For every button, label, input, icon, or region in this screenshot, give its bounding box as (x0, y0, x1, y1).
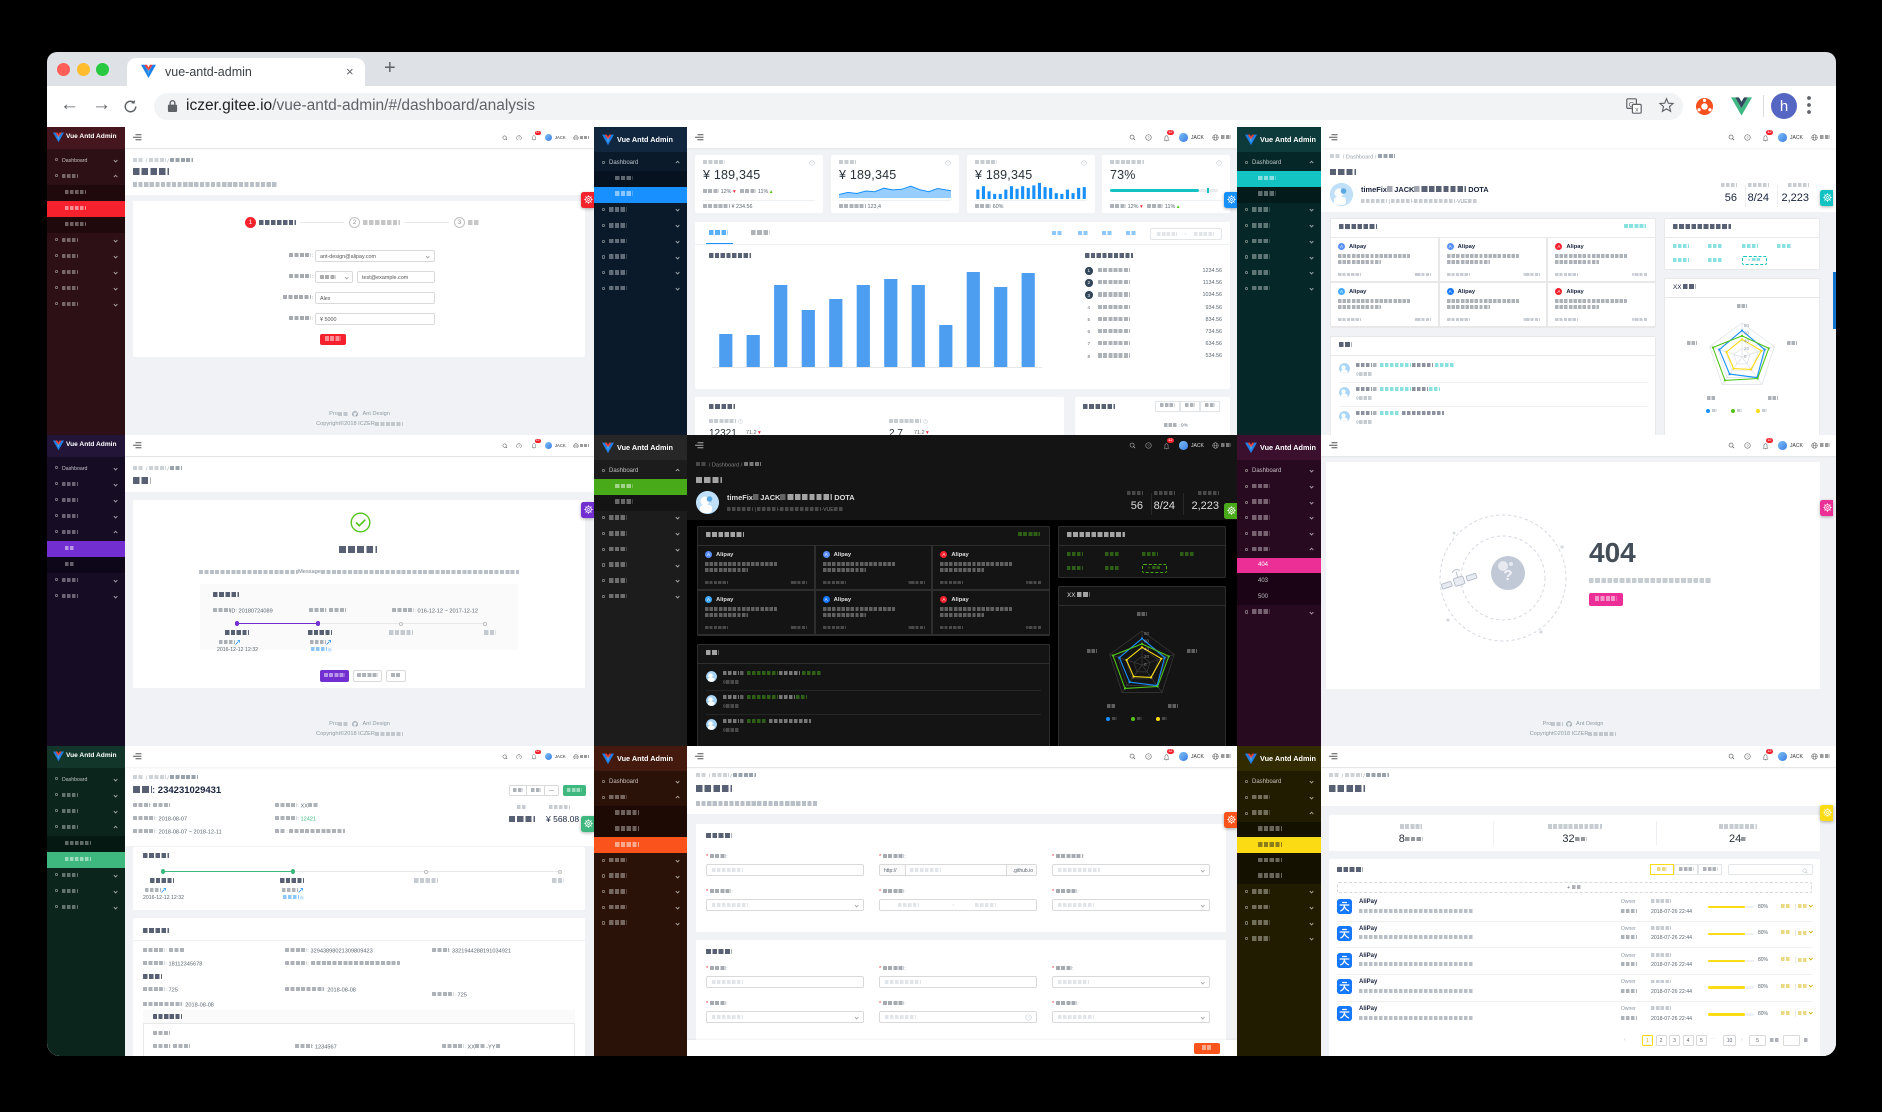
svg-text:?: ? (1746, 755, 1748, 759)
svg-text:0: 0 (1144, 662, 1147, 667)
svg-text:?: ? (1746, 444, 1748, 448)
svg-text:80: 80 (1744, 323, 1750, 328)
svg-text:60: 60 (1144, 639, 1150, 644)
svg-text:?: ? (739, 420, 741, 424)
svg-text:?: ? (1218, 161, 1220, 165)
svg-text:?: ? (1503, 567, 1512, 584)
svg-text:?: ? (925, 420, 927, 424)
svg-text:20: 20 (1144, 654, 1150, 659)
svg-text:?: ? (518, 444, 520, 448)
svg-text:?: ? (1147, 136, 1149, 140)
svg-text:G: G (1629, 100, 1635, 109)
svg-text:?: ? (1027, 1016, 1029, 1020)
svg-text:?: ? (518, 755, 520, 759)
svg-text:0: 0 (1744, 354, 1747, 359)
svg-text:40: 40 (1744, 339, 1750, 344)
svg-text:?: ? (1746, 136, 1748, 140)
svg-text:?: ? (811, 161, 813, 165)
svg-text:?: ? (947, 161, 949, 165)
svg-text:40: 40 (1144, 647, 1150, 652)
svg-text:20: 20 (1744, 346, 1750, 351)
svg-text:?: ? (518, 136, 520, 140)
svg-text:x: x (1635, 107, 1639, 114)
svg-text:?: ? (1147, 755, 1149, 759)
svg-text:?: ? (1083, 161, 1085, 165)
svg-text:?: ? (1147, 444, 1149, 448)
svg-text:60: 60 (1744, 331, 1750, 336)
svg-text:80: 80 (1144, 631, 1150, 636)
